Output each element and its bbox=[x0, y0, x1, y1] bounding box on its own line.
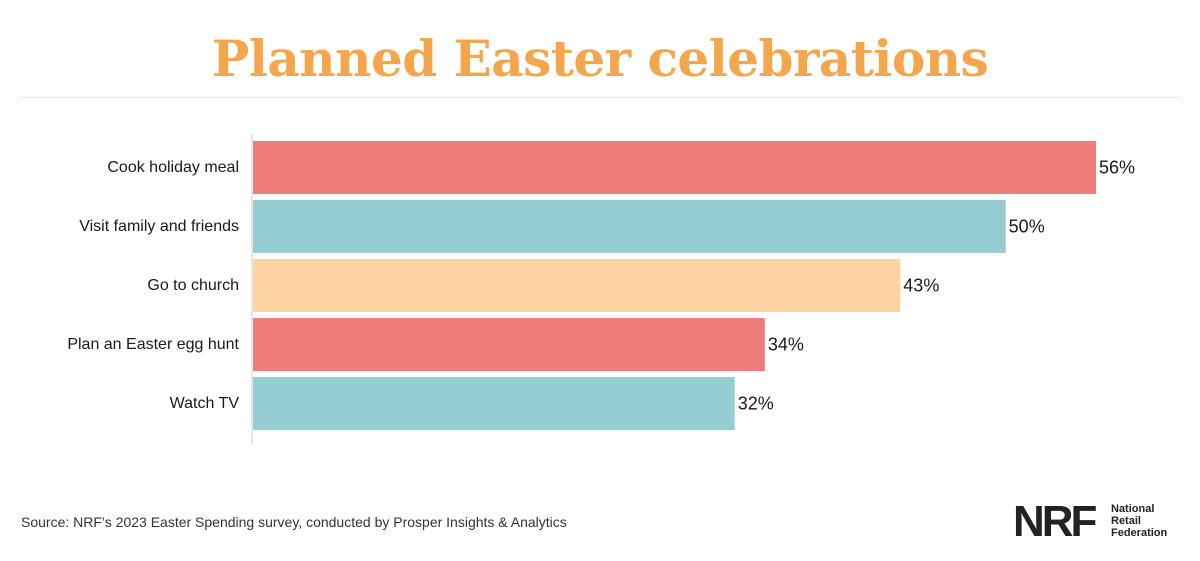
logo-name: National Retail Federation bbox=[1111, 503, 1191, 539]
bar bbox=[253, 377, 735, 430]
source-note: Source: NRF’s 2023 Easter Spending surve… bbox=[21, 514, 567, 530]
chart-title: Planned Easter celebrations bbox=[211, 29, 989, 88]
logo-name-line: Federation bbox=[1111, 527, 1168, 539]
bar bbox=[253, 141, 1096, 194]
logo-name-line: Retail bbox=[1111, 515, 1141, 527]
title-divider bbox=[20, 97, 1180, 98]
bar bbox=[253, 200, 1006, 253]
category-label: Plan an Easter egg hunt bbox=[67, 336, 239, 353]
logo-mark: NRF bbox=[1013, 497, 1097, 546]
category-label: Watch TV bbox=[170, 395, 240, 412]
bar bbox=[253, 259, 901, 312]
category-label: Cook holiday meal bbox=[107, 159, 239, 176]
value-label: 56% bbox=[1099, 158, 1135, 178]
value-label: 43% bbox=[903, 276, 939, 296]
value-label: 34% bbox=[768, 335, 804, 355]
category-label: Go to church bbox=[147, 277, 239, 294]
logo-name-line: National bbox=[1111, 503, 1155, 515]
value-label: 32% bbox=[738, 394, 774, 414]
nrf-logo: NRF National Retail Federation bbox=[1013, 497, 1191, 546]
value-label: 50% bbox=[1009, 217, 1045, 237]
bar-chart: Cook holiday meal 56% Visit family and fri… bbox=[67, 134, 1135, 444]
category-label: Visit family and friends bbox=[79, 218, 239, 235]
bar bbox=[253, 318, 765, 371]
